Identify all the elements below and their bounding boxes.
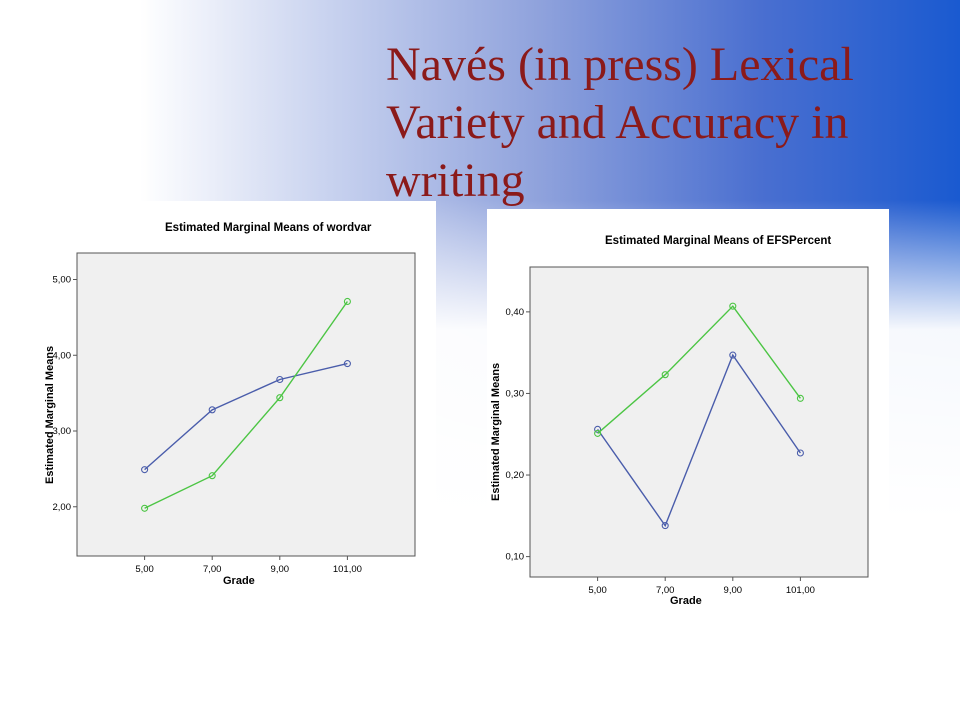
data-point	[594, 425, 602, 433]
x-tick-label: 101,00	[333, 564, 362, 575]
data-point	[276, 394, 284, 402]
data-point	[729, 351, 737, 359]
y-axis-label: Estimated Marginal Means	[44, 346, 56, 484]
data-point	[661, 522, 669, 530]
y-tick-label: 5,00	[53, 275, 72, 286]
chart-efspercent: Estimated Marginal Means of EFSPercent 0…	[490, 235, 869, 607]
data-point	[343, 360, 351, 368]
series-line-2	[144, 301, 348, 509]
series-line-2	[597, 305, 801, 434]
slide-title: Navés (in press) Lexical Variety and Acc…	[386, 38, 854, 207]
chart-title: Estimated Marginal Means of EFSPercent	[605, 235, 831, 247]
data-point	[208, 472, 216, 480]
y-tick-label: 0,20	[506, 470, 525, 481]
y-tick-label: 0,40	[506, 307, 525, 318]
data-point	[594, 429, 602, 437]
x-axis-label: Grade	[223, 575, 255, 587]
x-axis-label: Grade	[670, 595, 702, 607]
data-point	[343, 297, 351, 306]
y-axis-label: Estimated Marginal Means	[490, 363, 502, 501]
chart-title: Estimated Marginal Means of wordvar	[165, 222, 372, 234]
x-tick-label: 7,00	[203, 564, 222, 575]
data-point	[796, 449, 804, 457]
data-point	[276, 375, 284, 384]
x-tick-label: 5,00	[588, 585, 607, 596]
chart-wordvar: Estimated Marginal Means of wordvar 2,00…	[44, 222, 416, 587]
series-line-1	[597, 353, 801, 528]
plot-area	[76, 252, 416, 557]
x-tick-label: 5,00	[135, 564, 154, 575]
chart-panel-wordvar: Estimated Marginal Means of wordvar 2,00…	[40, 201, 436, 593]
y-tick-label: 2,00	[53, 502, 72, 513]
y-tick-label: 0,30	[506, 388, 525, 399]
plot-area	[529, 266, 869, 578]
x-tick-label: 101,00	[786, 585, 815, 596]
data-point	[141, 504, 149, 512]
data-point	[796, 394, 804, 402]
chart-panel-efspercent: Estimated Marginal Means of EFSPercent 0…	[487, 209, 889, 611]
x-tick-label: 7,00	[656, 585, 675, 596]
x-tick-label: 9,00	[724, 585, 743, 596]
y-tick-label: 4,00	[53, 350, 72, 361]
data-point	[208, 406, 216, 414]
data-point	[661, 371, 669, 379]
data-point	[729, 302, 737, 310]
series-line-1	[144, 362, 348, 471]
y-tick-label: 3,00	[53, 426, 72, 437]
data-point	[141, 466, 149, 474]
y-tick-label: 0,10	[506, 552, 525, 563]
x-tick-label: 9,00	[271, 564, 290, 575]
